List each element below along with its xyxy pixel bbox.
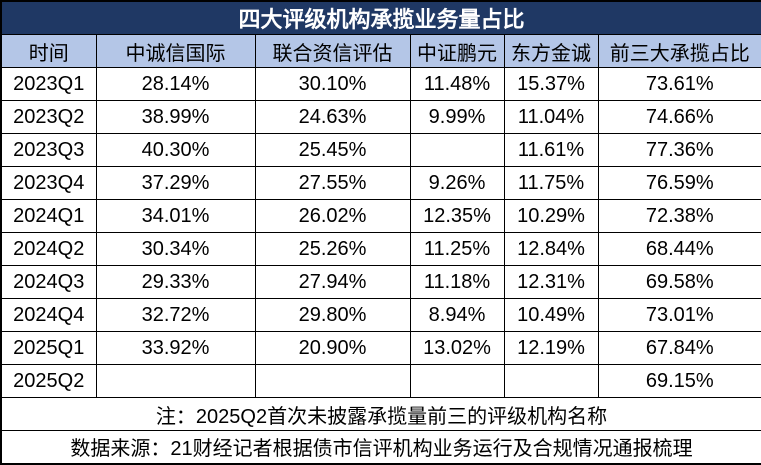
column-header-1: 中诚信国际 xyxy=(95,34,256,68)
table-title-row: 四大评级机构承揽业务量占比 xyxy=(0,0,761,35)
value-cell: 68.44% xyxy=(597,232,761,266)
value-cell: 73.01% xyxy=(597,298,761,332)
period-cell: 2023Q3 xyxy=(0,133,97,167)
value-cell: 74.66% xyxy=(597,100,761,134)
column-header-3: 中证鹏元 xyxy=(409,34,505,68)
value-cell xyxy=(254,364,411,398)
value-cell: 69.15% xyxy=(597,364,761,398)
value-cell: 12.84% xyxy=(503,232,599,266)
value-cell: 32.72% xyxy=(95,298,256,332)
table-source-row: 数据来源：21财经记者根据债市信评机构业务运行及合规情况通报梳理 xyxy=(0,430,761,464)
value-cell: 40.30% xyxy=(95,133,256,167)
period-cell: 2024Q4 xyxy=(0,298,97,332)
period-cell: 2023Q4 xyxy=(0,166,97,200)
value-cell: 11.48% xyxy=(409,67,505,101)
value-cell xyxy=(503,364,599,398)
column-header-2: 联合资信评估 xyxy=(254,34,411,68)
column-header-4: 东方金诚 xyxy=(503,34,599,68)
value-cell: 34.01% xyxy=(95,199,256,233)
value-cell: 30.34% xyxy=(95,232,256,266)
value-cell: 37.29% xyxy=(95,166,256,200)
value-cell: 28.14% xyxy=(95,67,256,101)
value-cell: 11.61% xyxy=(503,133,599,167)
value-cell: 27.94% xyxy=(254,265,411,299)
value-cell: 10.29% xyxy=(503,199,599,233)
table-source: 数据来源：21财经记者根据债市信评机构业务运行及合规情况通报梳理 xyxy=(0,430,761,464)
value-cell: 9.99% xyxy=(409,100,505,134)
value-cell: 12.35% xyxy=(409,199,505,233)
value-cell: 29.80% xyxy=(254,298,411,332)
value-cell: 9.26% xyxy=(409,166,505,200)
value-cell: 73.61% xyxy=(597,67,761,101)
period-cell: 2023Q2 xyxy=(0,100,97,134)
table-row: 2025Q2 69.15% xyxy=(0,364,761,398)
value-cell: 26.02% xyxy=(254,199,411,233)
value-cell: 10.49% xyxy=(503,298,599,332)
value-cell: 77.36% xyxy=(597,133,761,167)
value-cell: 11.75% xyxy=(503,166,599,200)
value-cell: 25.45% xyxy=(254,133,411,167)
table-row: 2024Q2 30.34% 25.26% 11.25% 12.84% 68.44% xyxy=(0,232,761,266)
value-cell xyxy=(95,364,256,398)
value-cell: 27.55% xyxy=(254,166,411,200)
value-cell: 8.94% xyxy=(409,298,505,332)
period-cell: 2025Q2 xyxy=(0,364,97,398)
value-cell: 15.37% xyxy=(503,67,599,101)
value-cell: 72.38% xyxy=(597,199,761,233)
value-cell: 20.90% xyxy=(254,331,411,365)
value-cell: 67.84% xyxy=(597,331,761,365)
table-row: 2025Q1 33.92% 20.90% 13.02% 12.19% 67.84% xyxy=(0,331,761,365)
table-row: 2024Q1 34.01% 26.02% 12.35% 10.29% 72.38% xyxy=(0,199,761,233)
value-cell: 12.31% xyxy=(503,265,599,299)
value-cell: 38.99% xyxy=(95,100,256,134)
value-cell: 69.58% xyxy=(597,265,761,299)
column-header-5: 前三大承揽占比 xyxy=(597,34,761,68)
value-cell: 33.92% xyxy=(95,331,256,365)
table-row: 2023Q1 28.14% 30.10% 11.48% 15.37% 73.61% xyxy=(0,67,761,101)
value-cell xyxy=(409,364,505,398)
table-title: 四大评级机构承揽业务量占比 xyxy=(0,0,761,35)
table-row: 2023Q2 38.99% 24.63% 9.99% 11.04% 74.66% xyxy=(0,100,761,134)
value-cell: 11.18% xyxy=(409,265,505,299)
value-cell: 76.59% xyxy=(597,166,761,200)
period-cell: 2024Q2 xyxy=(0,232,97,266)
table-row: 2024Q3 29.33% 27.94% 11.18% 12.31% 69.58% xyxy=(0,265,761,299)
value-cell: 30.10% xyxy=(254,67,411,101)
table-header-row: 时间 中诚信国际 联合资信评估 中证鹏元 东方金诚 前三大承揽占比 xyxy=(0,34,761,68)
column-header-0: 时间 xyxy=(0,34,97,68)
period-cell: 2023Q1 xyxy=(0,67,97,101)
period-cell: 2024Q3 xyxy=(0,265,97,299)
value-cell: 29.33% xyxy=(95,265,256,299)
value-cell: 13.02% xyxy=(409,331,505,365)
table-row: 2023Q3 40.30% 25.45% 11.61% 77.36% xyxy=(0,133,761,167)
period-cell: 2024Q1 xyxy=(0,199,97,233)
value-cell: 25.26% xyxy=(254,232,411,266)
table-row: 2024Q4 32.72% 29.80% 8.94% 10.49% 73.01% xyxy=(0,298,761,332)
table-row: 2023Q4 37.29% 27.55% 9.26% 11.75% 76.59% xyxy=(0,166,761,200)
value-cell: 11.25% xyxy=(409,232,505,266)
value-cell: 12.19% xyxy=(503,331,599,365)
value-cell: 24.63% xyxy=(254,100,411,134)
value-cell xyxy=(409,133,505,167)
period-cell: 2025Q1 xyxy=(0,331,97,365)
value-cell: 11.04% xyxy=(503,100,599,134)
table-note: 注：2025Q2首次未披露承揽量前三的评级机构名称 xyxy=(0,397,761,431)
table-note-row: 注：2025Q2首次未披露承揽量前三的评级机构名称 xyxy=(0,397,761,431)
